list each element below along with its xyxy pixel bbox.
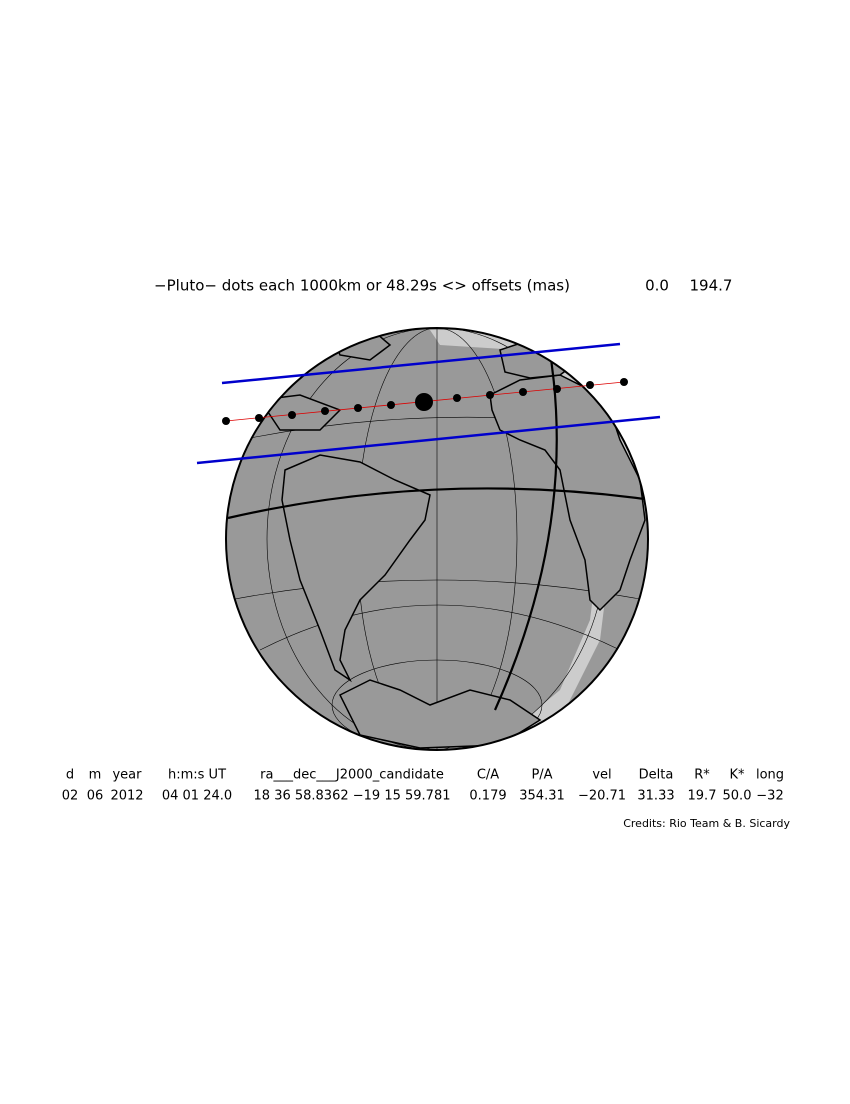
column-header: C/A: [477, 768, 499, 783]
column-header: vel: [592, 768, 611, 783]
column-value: −20.71: [578, 789, 626, 804]
globe: [225, 327, 649, 751]
globe-outline: [225, 327, 649, 751]
column-value: 19.7: [688, 789, 717, 804]
column-value: −32: [756, 789, 783, 804]
column-value: 50.0: [723, 789, 752, 804]
column-header: ra___dec___J2000_candidate: [260, 768, 444, 783]
column-value: 04 01 24.0: [162, 789, 232, 804]
column-header: h:m:s UT: [168, 768, 226, 783]
column-header: R*: [694, 768, 710, 783]
title: −Pluto− dots each 1000km or 48.29s <> of…: [154, 277, 570, 295]
column-value: 0.179: [469, 789, 506, 804]
title-group: −Pluto− dots each 1000km or 48.29s <> of…: [154, 277, 732, 295]
column-header: d: [66, 768, 74, 783]
shadow-path: [196, 342, 661, 465]
column-header: K*: [729, 768, 745, 783]
shadow-limit-north: [221, 342, 621, 385]
shadow-limit-south: [196, 415, 661, 465]
column-header: year: [112, 768, 142, 783]
column-header: m: [89, 768, 102, 783]
column-header: long: [756, 768, 784, 783]
offset-x: 0.0: [645, 277, 669, 295]
column-value: 02: [62, 789, 79, 804]
column-value: 2012: [110, 789, 143, 804]
column-value: 18 36 58.8362 −19 15 59.781: [254, 789, 451, 804]
column-value: 06: [87, 789, 104, 804]
credits: Credits: Rio Team & B. Sicardy: [623, 817, 790, 830]
column-header: Delta: [639, 768, 674, 783]
info-table: d m year h:m:s UT ra___dec___J2000_candidate…: [62, 768, 784, 804]
column-value: 31.33: [637, 789, 674, 804]
offset-y: 194.7: [690, 277, 733, 295]
column-value: 354.31: [519, 789, 565, 804]
column-header: P/A: [531, 768, 552, 783]
time-dots: [222, 378, 628, 425]
